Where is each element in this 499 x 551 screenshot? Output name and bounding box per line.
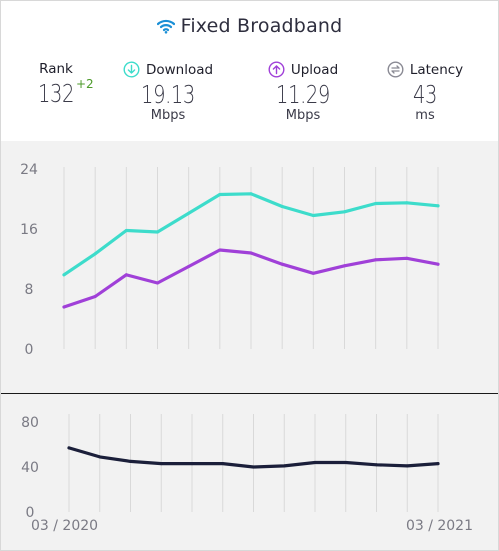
chart-divider <box>1 393 498 394</box>
data-point-download <box>405 201 409 205</box>
rank-label: Rank <box>39 61 73 77</box>
data-point-upload <box>436 262 440 266</box>
data-point-download <box>124 229 128 232</box>
data-point-download <box>187 211 191 215</box>
data-point-latency <box>405 464 409 468</box>
header: Fixed Broadband Rank 132 +2 Download 19.… <box>1 1 498 141</box>
data-point-latency <box>282 464 286 468</box>
charts-area: 0 8 16 24 0 40 80 03 / 2020 03 / 2021 <box>1 141 498 550</box>
upload-unit: Mbps <box>285 108 321 123</box>
data-point-latency <box>313 461 317 464</box>
wifi-icon <box>156 19 175 34</box>
data-point-download <box>156 230 159 234</box>
data-point-latency <box>98 455 102 459</box>
data-point-latency <box>252 465 255 469</box>
rank-value: 132 <box>37 79 75 108</box>
data-point-upload <box>156 281 159 285</box>
rank-change-badge: +2 <box>76 77 94 91</box>
data-point-upload <box>311 271 315 275</box>
data-point-download <box>343 210 346 214</box>
data-point-upload <box>218 248 222 252</box>
data-point-latency <box>344 461 348 464</box>
y-tick-label: 8 <box>25 282 34 298</box>
data-point-upload <box>62 305 66 309</box>
title-text: Fixed Broadband <box>180 15 343 37</box>
latency-value: 43 <box>412 80 438 109</box>
data-point-upload <box>343 264 346 268</box>
latency-chart: 0 40 80 03 / 2020 03 / 2021 <box>21 414 473 534</box>
data-point-download <box>436 204 440 208</box>
data-point-latency <box>221 462 225 466</box>
data-point-upload <box>187 265 191 268</box>
data-point-upload <box>93 295 97 298</box>
data-point-upload <box>124 273 128 277</box>
y-tick-label: 80 <box>21 415 39 431</box>
data-point-latency <box>375 463 378 467</box>
download-value: 19.13 <box>141 80 195 109</box>
data-point-latency <box>436 462 440 466</box>
y-tick-label: 16 <box>20 222 38 238</box>
x-tick-label: 03 / 2021 <box>406 518 473 534</box>
y-tick-label: 24 <box>20 162 38 178</box>
data-point-download <box>374 202 378 205</box>
data-point-download <box>249 192 253 196</box>
y-tick-label: 0 <box>25 342 34 358</box>
data-point-download <box>62 273 66 277</box>
download-label: Download <box>145 61 214 78</box>
y-tick-label: 40 <box>21 460 39 476</box>
download-unit: Mbps <box>150 108 186 123</box>
data-point-latency <box>67 446 71 450</box>
latency-label: Latency <box>409 61 464 78</box>
latency-metric: Latency 43 ms <box>375 61 475 123</box>
data-point-upload <box>405 256 409 260</box>
rank-metric: Rank 132 <box>23 61 89 109</box>
page-title: Fixed Broadband <box>1 15 498 37</box>
data-point-latency <box>129 459 132 463</box>
data-point-download <box>93 252 97 256</box>
upload-label: Upload <box>290 61 339 78</box>
data-point-upload <box>374 258 378 262</box>
upload-metric: Upload 11.29 Mbps <box>253 61 353 123</box>
data-point-download <box>311 214 315 217</box>
y-tick-label: 0 <box>26 505 35 521</box>
speed-chart: 0 8 16 24 <box>20 162 440 358</box>
latency-icon <box>387 61 404 78</box>
data-point-upload <box>249 251 253 255</box>
data-point-download <box>218 193 222 196</box>
latency-unit: ms <box>415 108 435 123</box>
download-arrow-icon <box>123 61 140 78</box>
data-point-upload <box>280 262 284 266</box>
upload-arrow-icon <box>268 61 285 78</box>
data-point-latency <box>190 462 194 466</box>
upload-value: 11.29 <box>276 80 330 109</box>
download-metric: Download 19.13 Mbps <box>113 61 223 123</box>
data-point-latency <box>159 462 163 466</box>
data-point-download <box>280 205 284 208</box>
x-tick-label: 03 / 2020 <box>31 518 98 534</box>
